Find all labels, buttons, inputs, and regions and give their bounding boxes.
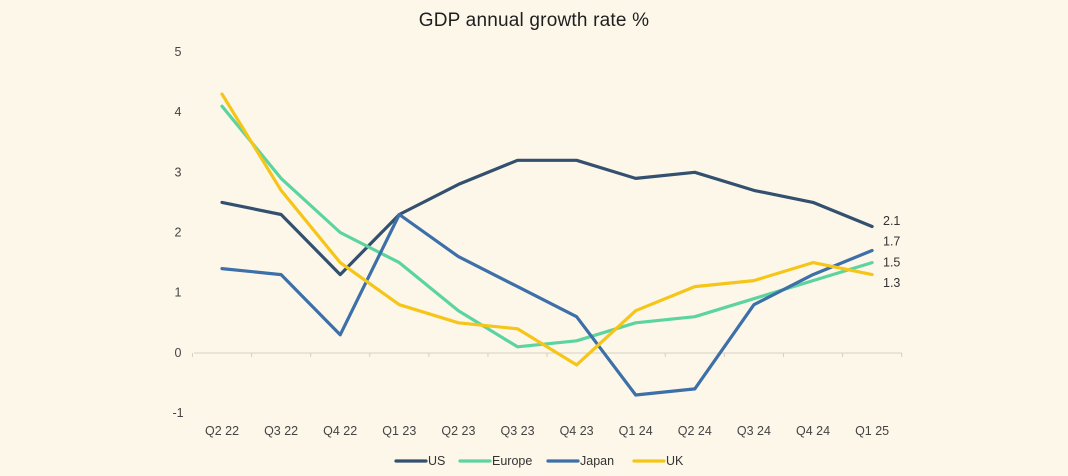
x-tick-label: Q2 23: [441, 424, 475, 438]
end-value-label: 1.7: [883, 235, 900, 249]
x-axis-ticks: [191, 353, 903, 357]
x-tick-label: Q4 22: [323, 424, 357, 438]
x-tick-label: Q1 25: [855, 424, 889, 438]
x-tick-label: Q3 23: [500, 424, 534, 438]
y-axis-labels: 5 4 3 2 1 0 -1: [172, 45, 183, 420]
x-tick-label: Q4 24: [796, 424, 830, 438]
series-line-japan: [220, 212, 874, 397]
x-tick-label: Q2 22: [205, 424, 239, 438]
series-line-europe: [220, 104, 874, 349]
x-tick-label: Q2 24: [678, 424, 712, 438]
x-axis-labels: Q2 22 Q3 22 Q4 22 Q1 23 Q2 23 Q3 23 Q4 23 Q1 24…: [205, 424, 889, 438]
x-tick-label: Q3 24: [737, 424, 771, 438]
y-tick-label: 3: [175, 165, 182, 179]
series-lines: [220, 92, 874, 397]
y-tick-label: 4: [175, 105, 182, 119]
y-tick-label: 5: [175, 45, 182, 59]
y-tick-label: -1: [172, 406, 183, 420]
end-value-labels: 2.1 1.7 1.5 1.3: [883, 214, 900, 290]
chart-title: GDP annual growth rate %: [418, 10, 650, 31]
y-tick-label: 0: [175, 346, 182, 360]
y-tick-label: 1: [175, 286, 182, 300]
x-tick-label: Q1 24: [619, 424, 653, 438]
legend: US Europe Japan UK: [394, 454, 684, 468]
end-value-label: 1.5: [883, 255, 900, 269]
legend-label-japan: Japan: [580, 454, 614, 468]
x-tick-label: Q1 23: [382, 424, 416, 438]
x-tick-label: Q3 22: [264, 424, 298, 438]
end-value-label: 1.3: [883, 276, 900, 290]
series-line-uk: [220, 92, 874, 367]
y-tick-label: 2: [175, 226, 182, 240]
legend-label-uk: UK: [666, 454, 684, 468]
end-value-label: 2.1: [883, 214, 900, 228]
x-tick-label: Q4 23: [560, 424, 594, 438]
legend-label-us: US: [428, 454, 445, 468]
series-line-us: [220, 158, 874, 277]
legend-label-europe: Europe: [492, 454, 532, 468]
